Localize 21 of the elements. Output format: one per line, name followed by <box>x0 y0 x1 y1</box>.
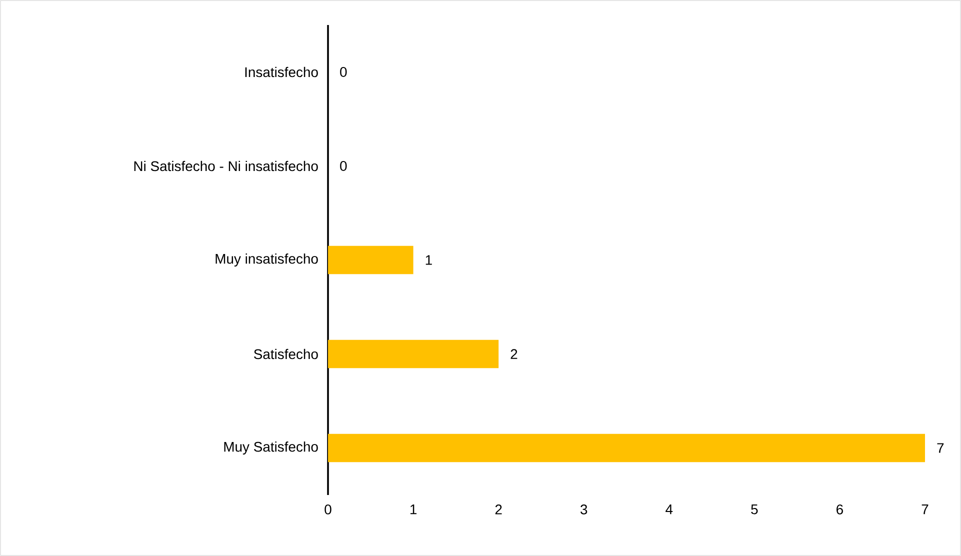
x-tick-label: 2 <box>495 504 502 514</box>
y-tick-label: Ni Satisfecho - Ni insatisfecho <box>134 160 318 172</box>
x-tick-label: 5 <box>751 504 758 514</box>
x-tick-label: 1 <box>410 504 416 514</box>
data-label: 7 <box>937 443 944 453</box>
data-label: 0 <box>340 67 347 77</box>
x-tick-label: 6 <box>836 504 843 514</box>
data-label: 2 <box>510 349 518 359</box>
bar <box>328 246 414 274</box>
data-label: 1 <box>426 255 432 265</box>
y-tick-label: Insatisfecho <box>245 66 318 78</box>
y-tick-label: Muy Satisfecho <box>224 442 318 455</box>
bar <box>328 340 499 368</box>
x-tick-label: 4 <box>666 504 673 514</box>
x-tick-label: 3 <box>580 504 588 514</box>
bar <box>328 434 926 462</box>
x-tick-label: 7 <box>922 504 928 514</box>
y-tick-label: Muy insatisfecho <box>216 254 318 267</box>
x-tick-label: 0 <box>324 504 332 514</box>
y-tick-label: Satisfecho <box>254 348 318 360</box>
data-label: 0 <box>340 161 347 171</box>
